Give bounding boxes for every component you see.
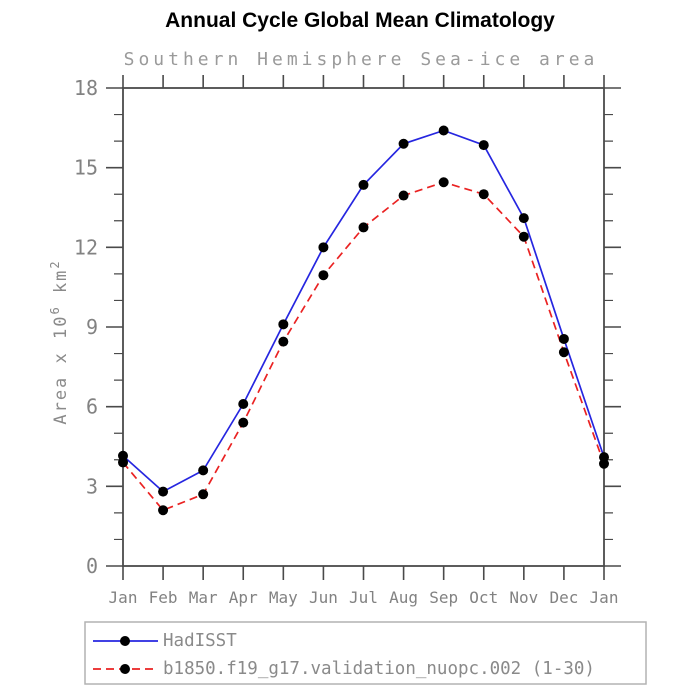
- data-point-b1850-oct: [478, 189, 489, 200]
- data-point-b1850-nov: [518, 231, 529, 242]
- data-point-hadisst-apr: [238, 399, 249, 410]
- data-point-hadisst-feb: [158, 486, 169, 497]
- x-axis-tick-label: Apr: [229, 588, 258, 607]
- data-point-hadisst-sep: [438, 125, 449, 136]
- legend-sample-marker-1: [120, 664, 130, 674]
- x-axis-tick-label: Jan: [590, 588, 619, 607]
- data-point-hadisst-may: [278, 319, 289, 330]
- data-point-b1850-jan: [118, 457, 128, 468]
- x-axis-tick-label: Jun: [309, 588, 338, 607]
- y-axis-tick-label: 0: [86, 554, 98, 578]
- data-point-hadisst-mar: [198, 465, 209, 476]
- y-axis-tick-label: 6: [86, 395, 98, 419]
- data-point-b1850-aug: [398, 190, 409, 201]
- data-point-hadisst-oct: [478, 140, 489, 151]
- data-point-hadisst-nov: [518, 213, 529, 224]
- y-axis-title-part: Area x 10: [51, 315, 71, 425]
- legend-label-1: b1850.f19_g17.validation_nuopc.002 (1-30…: [163, 659, 595, 679]
- axis-minor-ticks: [114, 113, 613, 541]
- legend-sample-marker-0: [120, 636, 130, 646]
- y-axis-tick-label: 15: [74, 156, 98, 180]
- data-point-b1850-mar: [198, 489, 209, 500]
- y-axis-title-part: km: [51, 269, 71, 306]
- legend-label-0: HadISST: [163, 631, 237, 651]
- y-axis-tick-label: 18: [74, 76, 98, 100]
- data-point-b1850-jun: [318, 270, 329, 281]
- x-axis-tick-label: Jan: [109, 588, 138, 607]
- y-axis-title-part: 6: [48, 305, 62, 314]
- x-axis-tick-label: Dec: [549, 588, 578, 607]
- data-point-b1850-jul: [358, 222, 369, 233]
- y-axis-tick-label: 9: [86, 315, 98, 339]
- data-point-hadisst-jul: [358, 179, 369, 190]
- data-point-hadisst-dec: [558, 333, 569, 344]
- axis-major-ticks: [106, 75, 621, 580]
- data-point-b1850-dec: [558, 347, 569, 358]
- data-point-hadisst-aug: [398, 138, 409, 149]
- data-point-b1850-sep: [438, 177, 449, 188]
- data-point-hadisst-jun: [318, 242, 329, 253]
- x-axis-tick-label: Oct: [469, 588, 498, 607]
- data-point-b1850-jan: [599, 458, 609, 469]
- y-axis-title: Area x 106 km2: [48, 259, 71, 424]
- chart-title: Annual Cycle Global Mean Climatology: [165, 9, 555, 32]
- plot-frame: [122, 87, 605, 567]
- data-point-b1850-feb: [158, 505, 169, 516]
- data-point-b1850-may: [278, 336, 289, 347]
- data-point-b1850-apr: [238, 417, 249, 428]
- x-axis-tick-label: Mar: [189, 588, 218, 607]
- x-axis-tick-label: Feb: [149, 588, 178, 607]
- legend-box: [84, 621, 647, 685]
- y-axis-tick-label: 12: [74, 235, 98, 259]
- y-axis-title-part: 2: [48, 259, 62, 268]
- x-axis-tick-label: Aug: [389, 588, 418, 607]
- x-axis-tick-label: Sep: [429, 588, 458, 607]
- x-axis-tick-label: May: [269, 588, 298, 607]
- chart-subtitle: Southern Hemisphere Sea-ice area: [123, 49, 599, 70]
- x-axis-tick-label: Jul: [349, 588, 378, 607]
- x-axis-tick-label: Nov: [509, 588, 538, 607]
- y-axis-tick-label: 3: [86, 474, 98, 498]
